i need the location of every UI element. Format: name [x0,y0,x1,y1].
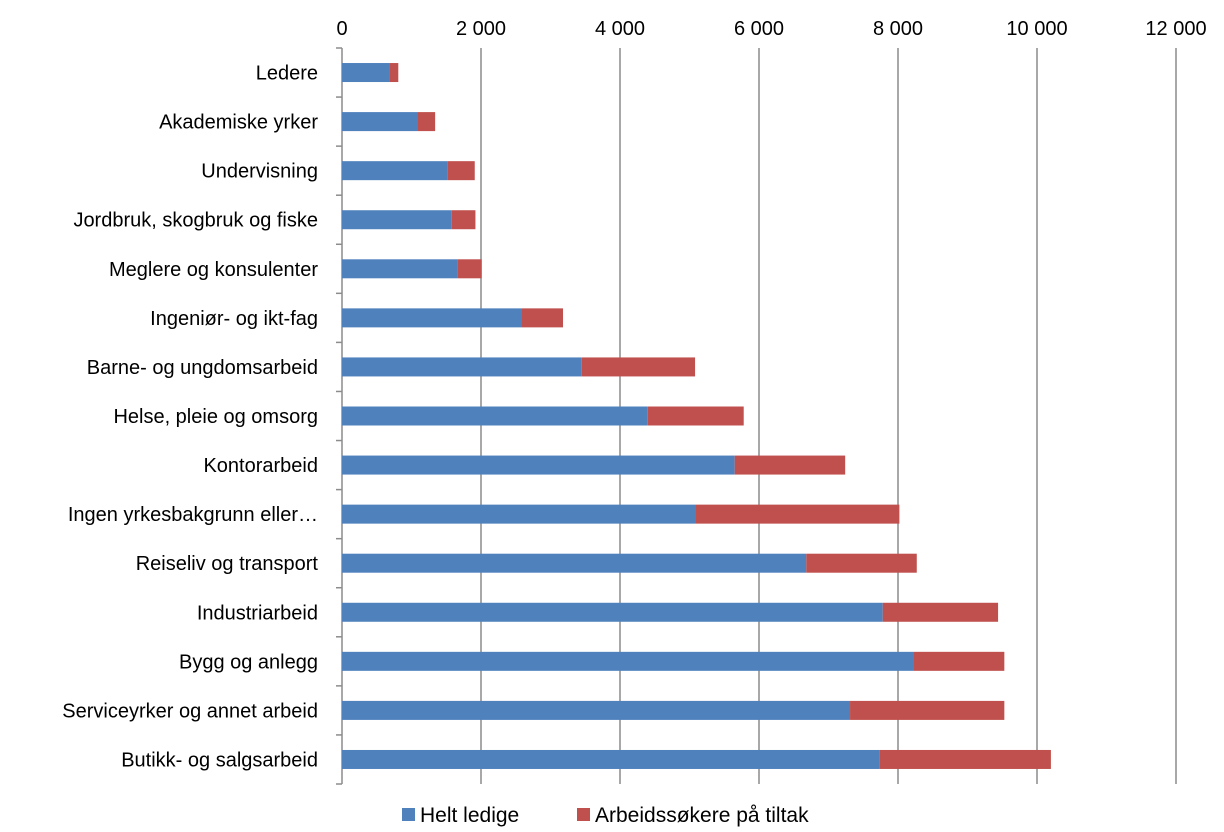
category-label: Undervisning [201,161,318,183]
x-axis-tick-labels: 0 2 000 4 000 6 000 8 000 10 000 12 000 [336,18,1206,40]
category-label: Serviceyrker og annet arbeid [62,700,318,722]
bar-segment-arbeidssokere-pa-tiltak [647,406,744,426]
bar-segment-arbeidssokere-pa-tiltak [695,504,900,524]
bar-segment-helt-ledige [342,406,648,426]
bar-segment-arbeidssokere-pa-tiltak [879,749,1051,769]
category-label: Ingeniør- og ikt-fag [150,308,318,330]
bar-segment-arbeidssokere-pa-tiltak [806,553,917,573]
bar-segment-arbeidssokere-pa-tiltak [522,308,564,328]
category-label: Barne- og ungdomsarbeid [87,357,318,379]
legend-swatch [577,808,590,821]
bar-segment-helt-ledige [342,357,582,377]
bar-segment-helt-ledige [342,504,696,524]
bar-segment-arbeidssokere-pa-tiltak [417,112,436,132]
bar-segment-helt-ledige [342,651,914,671]
bar-segment-arbeidssokere-pa-tiltak [447,161,475,181]
category-label: Akademiske yrker [159,112,318,134]
category-label: Bygg og anlegg [179,651,318,673]
bar-segment-helt-ledige [342,210,452,230]
category-label: Meglere og konsulenter [109,259,318,281]
bar-segment-helt-ledige [342,602,883,622]
x-tick-label: 2 000 [456,18,506,40]
bar-segment-helt-ledige [342,63,390,83]
x-tick-label: 4 000 [595,18,645,40]
bar-segment-helt-ledige [342,308,523,328]
x-tick-label: 0 [336,18,347,40]
y-axis [336,47,343,785]
category-labels: Ledere Akademiske yrker Undervisning Jordbr… [62,63,318,772]
legend-label: Arbeidssøkere på tiltak [595,804,809,827]
category-label: Ingen yrkesbakgrunn eller… [68,504,318,526]
category-label: Ledere [256,63,318,85]
bar-segment-helt-ledige [342,700,851,720]
bar-segment-arbeidssokere-pa-tiltak [581,357,696,377]
bar-segment-helt-ledige [342,455,735,475]
legend-swatch [402,808,415,821]
bar-segment-helt-ledige [342,259,458,279]
bar-segment-arbeidssokere-pa-tiltak [734,455,846,475]
x-tick-label: 12 000 [1145,18,1206,40]
bar-segment-arbeidssokere-pa-tiltak [457,259,482,279]
x-tick-label: 10 000 [1006,18,1067,40]
x-tick-label: 6 000 [734,18,784,40]
bars [342,63,1051,769]
bar-segment-arbeidssokere-pa-tiltak [451,210,476,230]
bar-segment-arbeidssokere-pa-tiltak [850,700,1005,720]
x-tick-label: 8 000 [873,18,923,40]
bar-segment-helt-ledige [342,553,807,573]
category-label: Reiseliv og transport [136,553,319,575]
bar-segment-helt-ledige [342,161,448,181]
bar-segment-helt-ledige [342,112,418,132]
bar-segment-arbeidssokere-pa-tiltak [882,602,999,622]
category-label: Jordbruk, skogbruk og fiske [73,210,318,232]
legend: Helt ledige Arbeidssøkere på tiltak [402,804,809,827]
bar-segment-arbeidssokere-pa-tiltak [389,63,399,83]
category-label: Kontorarbeid [203,455,318,477]
category-label: Butikk- og salgsarbeid [121,749,318,771]
category-label: Industriarbeid [197,602,318,624]
bar-segment-arbeidssokere-pa-tiltak [913,651,1005,671]
bar-segment-helt-ledige [342,749,880,769]
category-label: Helse, pleie og omsorg [113,406,318,428]
legend-label: Helt ledige [420,804,519,827]
